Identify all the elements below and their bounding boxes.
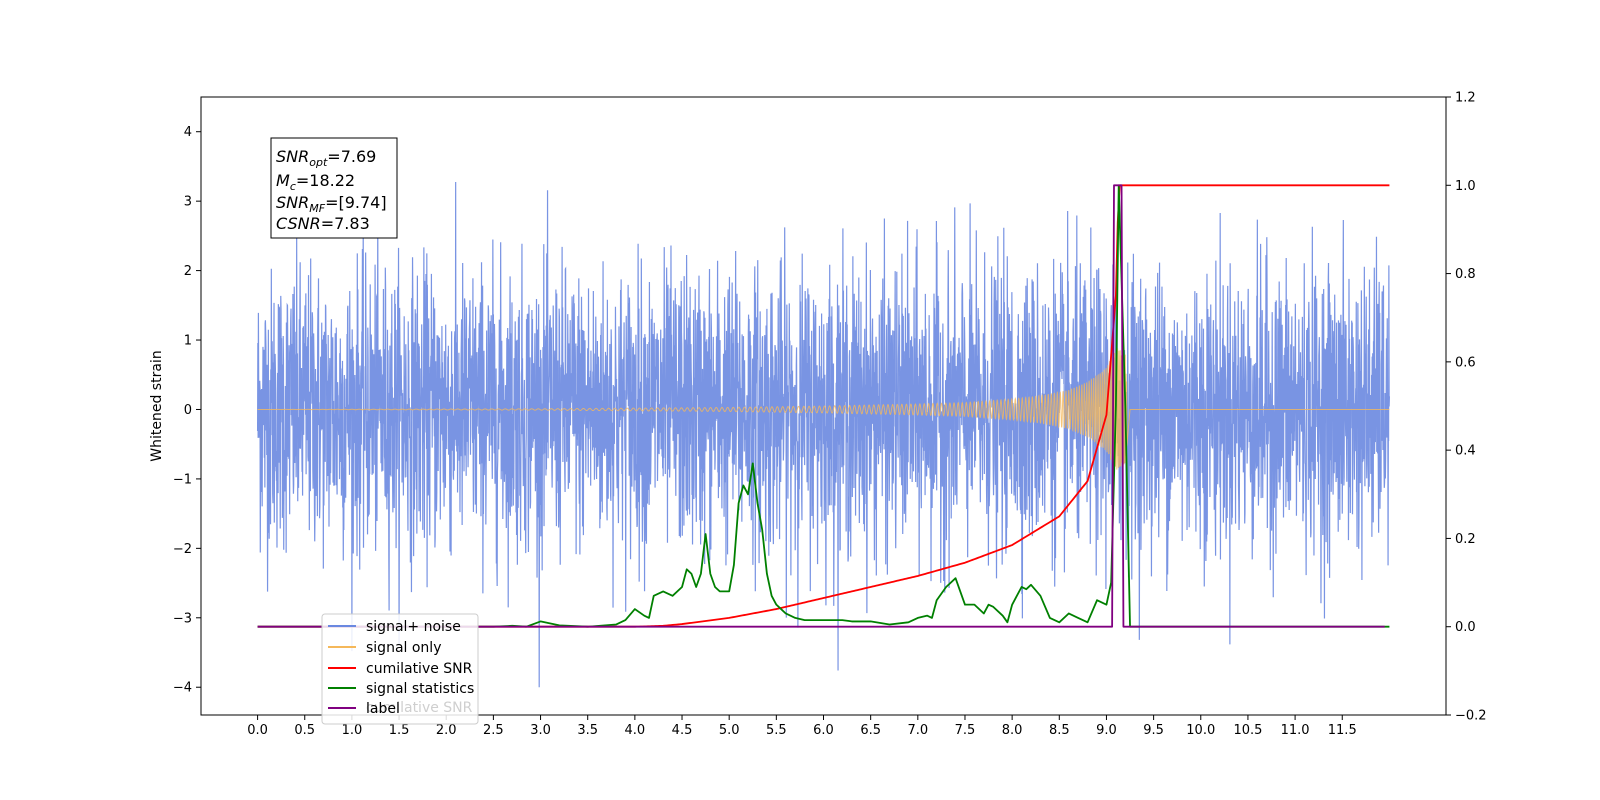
annotation-csnr: CSNR=7.83 xyxy=(276,214,370,233)
x-tick-label: 7.0 xyxy=(907,723,928,738)
y-tick-label-left: 3 xyxy=(184,195,192,210)
y-axis-right: 1.2 1.0 0.8 0.6 0.4 0.2 0.0 −0.2 xyxy=(1446,91,1487,724)
x-tick-label: 3.0 xyxy=(530,723,551,738)
x-tick-label: 0.5 xyxy=(294,723,315,738)
legend-label: label xyxy=(366,701,400,717)
y-tick-label-left: 2 xyxy=(184,264,192,279)
y-axis-label-left: Whitened strain xyxy=(149,350,165,461)
x-tick-label: 10.0 xyxy=(1186,723,1215,738)
series-line-signal-noise xyxy=(256,182,1391,688)
x-tick-label: 2.0 xyxy=(436,723,457,738)
annotation-snr-mf: SNRMF=[9.74] xyxy=(276,193,387,215)
y-tick-label-left: 4 xyxy=(184,125,192,140)
x-tick-label: 2.5 xyxy=(483,723,504,738)
x-tick-label: 6.0 xyxy=(813,723,834,738)
legend-ghost-text: cumilative SNR xyxy=(366,700,473,716)
y-tick-label-left: −2 xyxy=(173,542,192,557)
y-tick-label-right: 1.0 xyxy=(1455,179,1476,194)
x-tick-label: 9.0 xyxy=(1096,723,1117,738)
y-tick-label-left: 1 xyxy=(184,334,192,349)
x-tick-label: 10.5 xyxy=(1233,723,1262,738)
x-tick-label: 3.5 xyxy=(577,723,598,738)
y-tick-label-left: −4 xyxy=(173,681,192,696)
x-tick-label: 8.0 xyxy=(1002,723,1023,738)
x-tick-label: 1.0 xyxy=(342,723,363,738)
x-tick-label: 5.5 xyxy=(766,723,787,738)
series-line-signal-only xyxy=(257,348,1390,470)
x-tick-label: 8.5 xyxy=(1049,723,1070,738)
x-tick-label: 11.5 xyxy=(1328,723,1357,738)
x-tick-label: 6.5 xyxy=(860,723,881,738)
y-tick-label-left: −1 xyxy=(173,472,192,487)
y-tick-label-right: 0.6 xyxy=(1455,355,1476,370)
x-axis: 0.0 0.5 1.0 1.5 2.0 2.5 3.0 3.5 4.0 4.5 5.0 5.5 6.0 6… xyxy=(247,715,1357,738)
y-tick-label-right: 0.4 xyxy=(1455,444,1476,459)
annotation-chirp-mass: Mc=18.22 xyxy=(276,171,355,193)
x-tick-label: 11.0 xyxy=(1281,723,1310,738)
y-axis-left: 4 3 2 1 0 −1 −2 −3 −4 xyxy=(173,125,201,696)
annotation-frame xyxy=(270,137,398,239)
annotation-box: SNRopt=7.69 Mc=18.22 SNRMF=[9.74] CSNR=7… xyxy=(270,137,398,239)
annotation-snr-opt: SNRopt=7.69 xyxy=(276,147,376,169)
x-tick-label: 5.0 xyxy=(719,723,740,738)
y-tick-label-right: 0.0 xyxy=(1455,620,1476,635)
legend-label: signal only xyxy=(366,640,441,656)
legend-label: signal+ noise xyxy=(366,619,461,635)
y-tick-label-right: 0.2 xyxy=(1455,532,1476,547)
series-line-label xyxy=(257,184,1385,628)
y-tick-label-right: −0.2 xyxy=(1455,709,1487,724)
x-tick-label: 7.5 xyxy=(955,723,976,738)
x-tick-label: 0.0 xyxy=(247,723,268,738)
x-tick-label: 9.5 xyxy=(1143,723,1164,738)
y-tick-label-left: −3 xyxy=(173,611,192,626)
legend-label: signal statistics xyxy=(366,681,474,697)
y-tick-label-left: 0 xyxy=(184,403,192,418)
legend: cumilative SNR signal+ noise signal only… xyxy=(321,613,479,725)
y-tick-label-right: 0.8 xyxy=(1455,267,1476,282)
x-tick-label: 1.5 xyxy=(389,723,410,738)
legend-label: cumilative SNR xyxy=(366,661,473,677)
y-tick-label-right: 1.2 xyxy=(1455,91,1476,106)
x-tick-label: 4.0 xyxy=(625,723,646,738)
legend-frame xyxy=(321,613,479,725)
x-tick-label: 4.5 xyxy=(672,723,693,738)
series-line-signal-statistics xyxy=(257,184,1390,628)
